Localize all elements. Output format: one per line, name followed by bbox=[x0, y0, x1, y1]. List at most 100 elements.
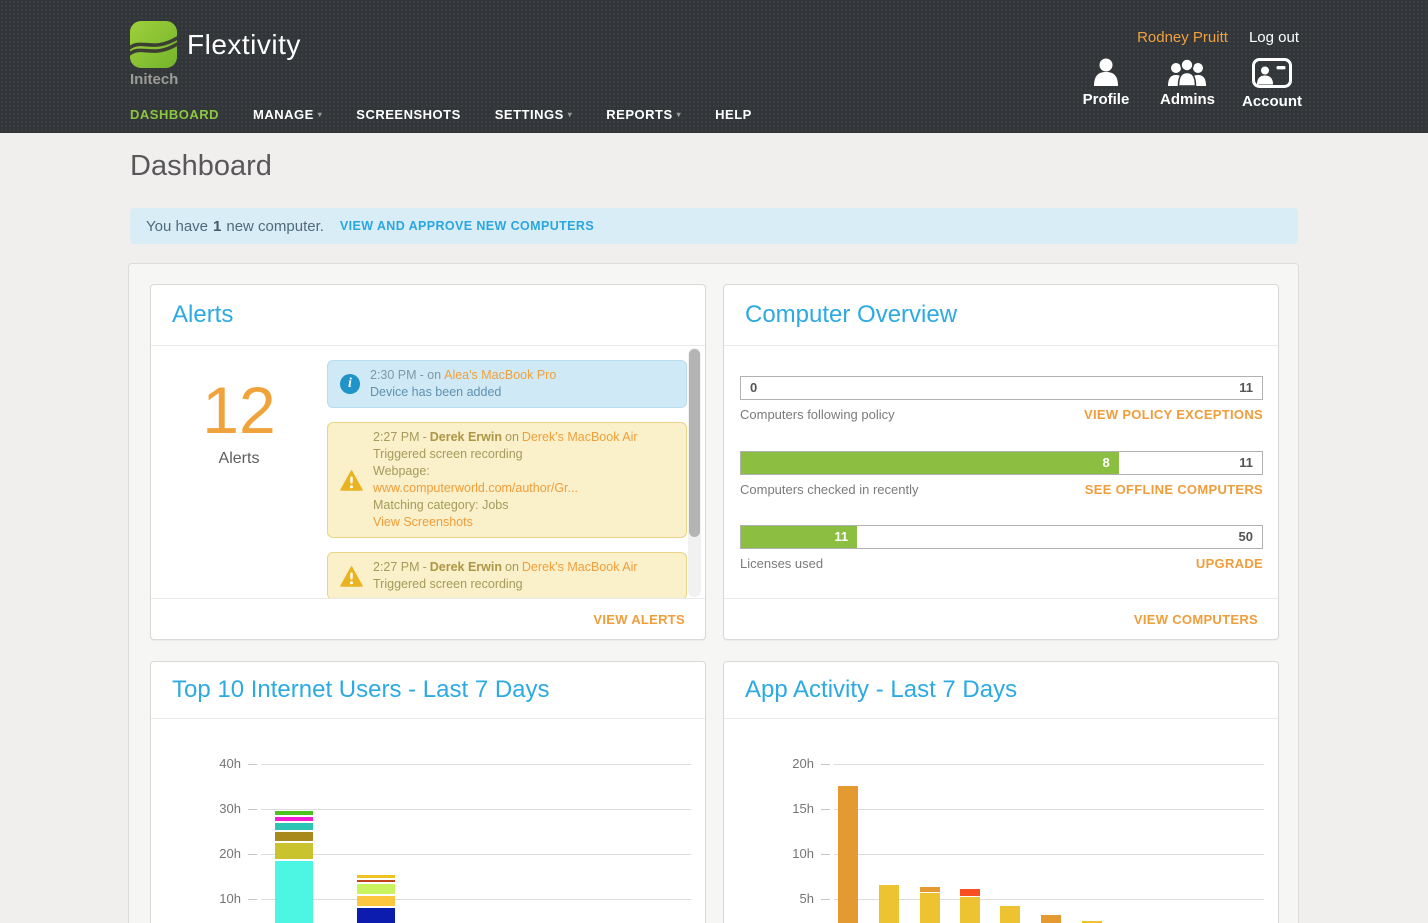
axis-tick-mark bbox=[821, 764, 830, 765]
scrollbar-thumb[interactable] bbox=[689, 349, 700, 537]
axis-tick-mark bbox=[821, 854, 830, 855]
profile-label: Profile bbox=[1082, 91, 1130, 108]
caret-down-icon: ▾ bbox=[676, 110, 682, 119]
progress-fill: 11 bbox=[741, 526, 858, 548]
y-axis-tick-label: 5h bbox=[799, 891, 814, 906]
bar-segment bbox=[357, 896, 395, 907]
device-link[interactable]: Derek's MacBook Air bbox=[521, 560, 638, 574]
bar-segment bbox=[1041, 915, 1061, 923]
user-link[interactable]: Derek Erwin bbox=[429, 560, 502, 574]
banner-count: 1 bbox=[213, 217, 222, 235]
alerts-panel-footer: VIEW ALERTS bbox=[151, 598, 705, 639]
warning-icon bbox=[340, 565, 363, 587]
chart-bar bbox=[1082, 920, 1102, 923]
chart-bar bbox=[960, 889, 980, 923]
nav-screenshots[interactable]: SCREENSHOTS bbox=[356, 107, 461, 122]
alerts-scrollbar[interactable] bbox=[688, 348, 701, 597]
gridline bbox=[261, 809, 691, 810]
device-link[interactable]: Alea's MacBook Pro bbox=[444, 368, 557, 382]
alert-list: i 2:30 PM - on Alea's MacBook Pro Device h… bbox=[327, 347, 687, 598]
user-name-link[interactable]: Rodney Pruitt bbox=[1137, 29, 1228, 46]
banner-text: new computer. bbox=[226, 217, 324, 235]
nav-help[interactable]: HELP bbox=[715, 107, 752, 122]
caret-down-icon: ▾ bbox=[567, 110, 573, 119]
gridline bbox=[261, 764, 691, 765]
account-button[interactable]: Account bbox=[1242, 58, 1302, 110]
main-nav: DASHBOARD MANAGE ▾ SCREENSHOTS SETTINGS ▾ … bbox=[130, 107, 752, 122]
user-links: Rodney Pruitt Log out bbox=[1137, 29, 1299, 46]
bar-segment bbox=[1082, 920, 1102, 923]
approve-computers-link[interactable]: VIEW AND APPROVE NEW COMPUTERS bbox=[339, 219, 595, 233]
view-policy-exceptions-link[interactable]: VIEW POLICY EXCEPTIONS bbox=[1083, 407, 1263, 422]
alert-item: 2:27 PM - Derek Erwin on Derek's MacBook Air… bbox=[327, 552, 687, 598]
internet-users-chart: 40h 30h 20h 10h bbox=[151, 720, 705, 923]
licenses-row-label: Licenses used bbox=[740, 556, 824, 571]
progress-value: 8 bbox=[1102, 455, 1110, 470]
webpage-link[interactable]: www.computerworld.com/author/Gr... bbox=[373, 481, 578, 495]
progress-value: 11 bbox=[834, 529, 849, 544]
axis-tick-mark bbox=[248, 764, 257, 765]
person-icon bbox=[1093, 58, 1118, 86]
y-axis-tick-label: 30h bbox=[219, 801, 241, 816]
bar-segment bbox=[838, 785, 858, 923]
internet-users-chart-title: Top 10 Internet Users - Last 7 Days bbox=[172, 676, 550, 703]
logout-link[interactable]: Log out bbox=[1248, 29, 1299, 46]
computer-overview-panel: Computer Overview 0 11 Computers followi… bbox=[723, 284, 1279, 640]
internet-users-panel-header: Top 10 Internet Users - Last 7 Days bbox=[151, 662, 705, 719]
bar-segment bbox=[960, 897, 980, 923]
bar-segment bbox=[920, 892, 940, 923]
y-axis-tick-label: 20h bbox=[792, 756, 814, 771]
policy-progress-bar: 0 11 bbox=[740, 376, 1263, 400]
progress-max: 11 bbox=[1239, 455, 1253, 470]
profile-button[interactable]: Profile bbox=[1079, 58, 1133, 110]
nav-settings[interactable]: SETTINGS ▾ bbox=[494, 107, 573, 122]
y-axis-tick-label: 15h bbox=[792, 801, 814, 816]
checked-in-progress-bar: 8 11 bbox=[740, 451, 1263, 475]
checked-in-row: 8 11 Computers checked in recently SEE O… bbox=[740, 451, 1263, 497]
brand[interactable]: Flextivity bbox=[130, 21, 301, 68]
alerts-body: 12 Alerts i 2:30 PM - on Alea's MacBook Pr… bbox=[151, 347, 705, 598]
chart-bar bbox=[879, 884, 899, 923]
see-offline-computers-link[interactable]: SEE OFFLINE COMPUTERS bbox=[1084, 482, 1263, 497]
app-header: Flextivity Initech Rodney Pruitt Log out… bbox=[0, 0, 1428, 133]
app-activity-chart: 20h 15h 10h 5h bbox=[724, 720, 1278, 923]
user-link[interactable]: Derek Erwin bbox=[429, 430, 502, 444]
bar-segment bbox=[275, 823, 313, 830]
overview-panel-title: Computer Overview bbox=[745, 301, 958, 328]
warning-icon bbox=[340, 469, 363, 491]
y-axis-tick-label: 10h bbox=[792, 846, 814, 861]
nav-dashboard[interactable]: DASHBOARD bbox=[130, 107, 219, 122]
page-title: Dashboard bbox=[130, 150, 272, 182]
chart-bar bbox=[838, 785, 858, 923]
banner-text: You have bbox=[146, 217, 209, 235]
progress-max: 50 bbox=[1238, 529, 1253, 544]
policy-row: 0 11 Computers following policy VIEW POL… bbox=[740, 376, 1263, 422]
alert-text: 2:27 PM - Derek Erwin on Derek's MacBook Air… bbox=[373, 560, 638, 591]
alert-count: 12 bbox=[202, 373, 276, 447]
progress-fill: 8 bbox=[741, 452, 1119, 474]
upgrade-link[interactable]: UPGRADE bbox=[1195, 556, 1263, 571]
device-link[interactable]: Derek's MacBook Air bbox=[521, 430, 638, 444]
new-computer-banner: You have 1 new computer. VIEW AND APPROV… bbox=[130, 208, 1298, 244]
app-activity-chart-title: App Activity - Last 7 Days bbox=[745, 676, 1018, 703]
flextivity-logo-icon bbox=[130, 21, 177, 68]
bar-segment bbox=[879, 884, 899, 923]
bar-segment bbox=[275, 831, 313, 842]
progress-value: 0 bbox=[750, 380, 758, 395]
org-name: Initech bbox=[130, 71, 179, 88]
alert-text: 2:30 PM - on Alea's MacBook Pro Device has… bbox=[370, 368, 557, 399]
view-screenshots-link[interactable]: View Screenshots bbox=[373, 515, 473, 529]
chart-bar bbox=[920, 886, 940, 923]
nav-reports[interactable]: REPORTS ▾ bbox=[606, 107, 682, 122]
nav-manage[interactable]: MANAGE ▾ bbox=[253, 107, 323, 122]
view-alerts-link[interactable]: VIEW ALERTS bbox=[593, 611, 685, 627]
alert-item: i 2:30 PM - on Alea's MacBook Pro Device h… bbox=[327, 360, 687, 408]
y-axis-tick-label: 10h bbox=[219, 891, 241, 906]
app-activity-panel-header: App Activity - Last 7 Days bbox=[724, 662, 1278, 719]
chart-bar bbox=[1000, 906, 1020, 923]
admins-button[interactable]: Admins bbox=[1160, 58, 1215, 110]
view-computers-link[interactable]: VIEW COMPUTERS bbox=[1133, 611, 1258, 627]
internet-users-chart-panel: Top 10 Internet Users - Last 7 Days 40h 3… bbox=[150, 661, 706, 923]
app-activity-chart-panel: App Activity - Last 7 Days 20h 15h 10h 5h bbox=[723, 661, 1279, 923]
quick-links: Profile Admins bbox=[1079, 58, 1302, 110]
